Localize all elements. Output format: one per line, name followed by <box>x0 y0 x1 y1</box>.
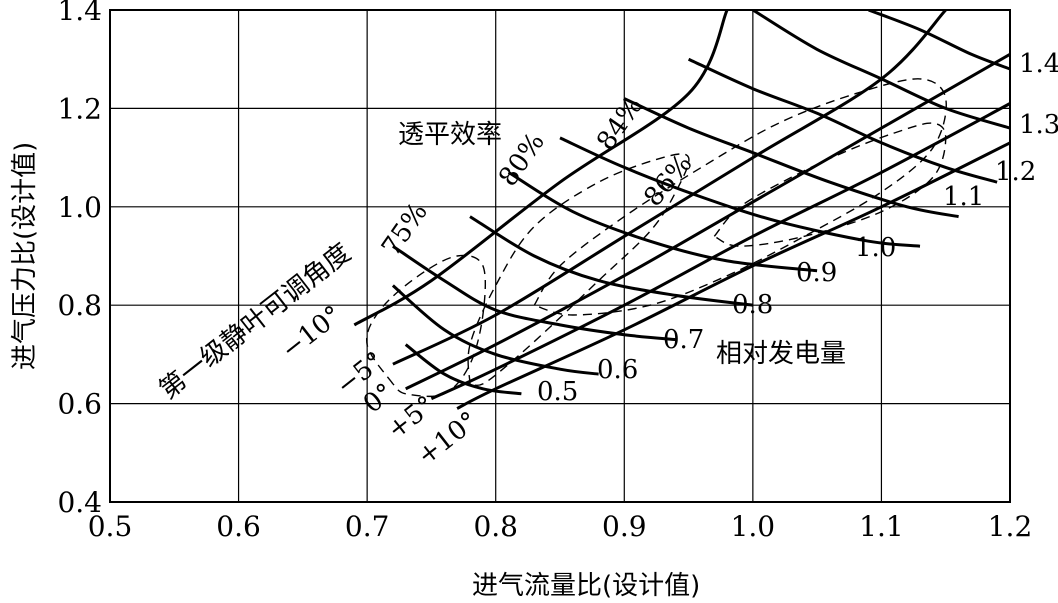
y-tick-label: 0.4 <box>57 486 102 519</box>
x-tick-label: 1.2 <box>988 510 1033 543</box>
power-label-09: 0.9 <box>796 258 837 288</box>
igv-line <box>392 10 947 366</box>
efficiency-contour <box>366 254 486 398</box>
efficiency-contour <box>533 78 947 316</box>
x-tick-label: 0.7 <box>345 510 390 543</box>
power-line <box>687 57 998 184</box>
efficiency-label-84: 84% <box>591 91 649 156</box>
power-line <box>469 215 754 307</box>
y-tick-labels: 0.4 0.6 0.8 1.0 1.2 1.4 <box>57 0 102 519</box>
power-label-10: 1.0 <box>855 233 896 263</box>
x-tick-label: 0.5 <box>88 510 133 543</box>
y-tick-label: 1.2 <box>57 92 102 125</box>
igv-line <box>456 141 1010 410</box>
power-title: 相对发电量 <box>716 339 846 369</box>
y-tick-label: 0.6 <box>57 388 102 421</box>
power-line <box>391 284 599 376</box>
power-label-08: 0.8 <box>732 290 773 320</box>
power-label-13: 1.3 <box>1019 110 1058 140</box>
x-axis-title: 进气流量比(设计值) <box>472 571 700 601</box>
x-tick-label: 1.1 <box>859 510 904 543</box>
x-tick-label: 0.6 <box>216 510 261 543</box>
y-axis-title: 进气压力比(设计值) <box>10 142 40 370</box>
x-tick-label: 0.9 <box>602 510 647 543</box>
power-label-06: 0.6 <box>597 355 638 385</box>
power-label-12: 1.2 <box>995 157 1036 187</box>
power-label-14: 1.4 <box>1019 49 1058 79</box>
y-tick-label: 1.4 <box>57 0 102 27</box>
efficiency-title: 透平效率 <box>398 120 502 150</box>
x-tick-label: 0.8 <box>473 510 518 543</box>
igv-line <box>353 10 729 327</box>
plot-frame <box>109 9 1011 503</box>
power-label-05: 0.5 <box>537 377 578 407</box>
igv-lines <box>353 10 1010 410</box>
y-tick-label: 0.8 <box>57 289 102 322</box>
igv-line <box>405 52 1010 391</box>
power-line <box>623 97 959 219</box>
x-tick-label: 1.0 <box>731 510 776 543</box>
igv-line <box>430 102 1010 401</box>
efficiency-contour <box>713 122 947 247</box>
power-line <box>392 244 676 342</box>
power-label-11: 1.1 <box>943 182 984 212</box>
power-line <box>507 171 818 273</box>
power-label-07: 0.7 <box>663 325 704 355</box>
y-tick-label: 1.0 <box>57 191 102 224</box>
x-tick-labels: 0.5 0.6 0.7 0.8 0.9 1.0 1.1 1.2 <box>88 510 1033 543</box>
power-line <box>559 136 921 248</box>
